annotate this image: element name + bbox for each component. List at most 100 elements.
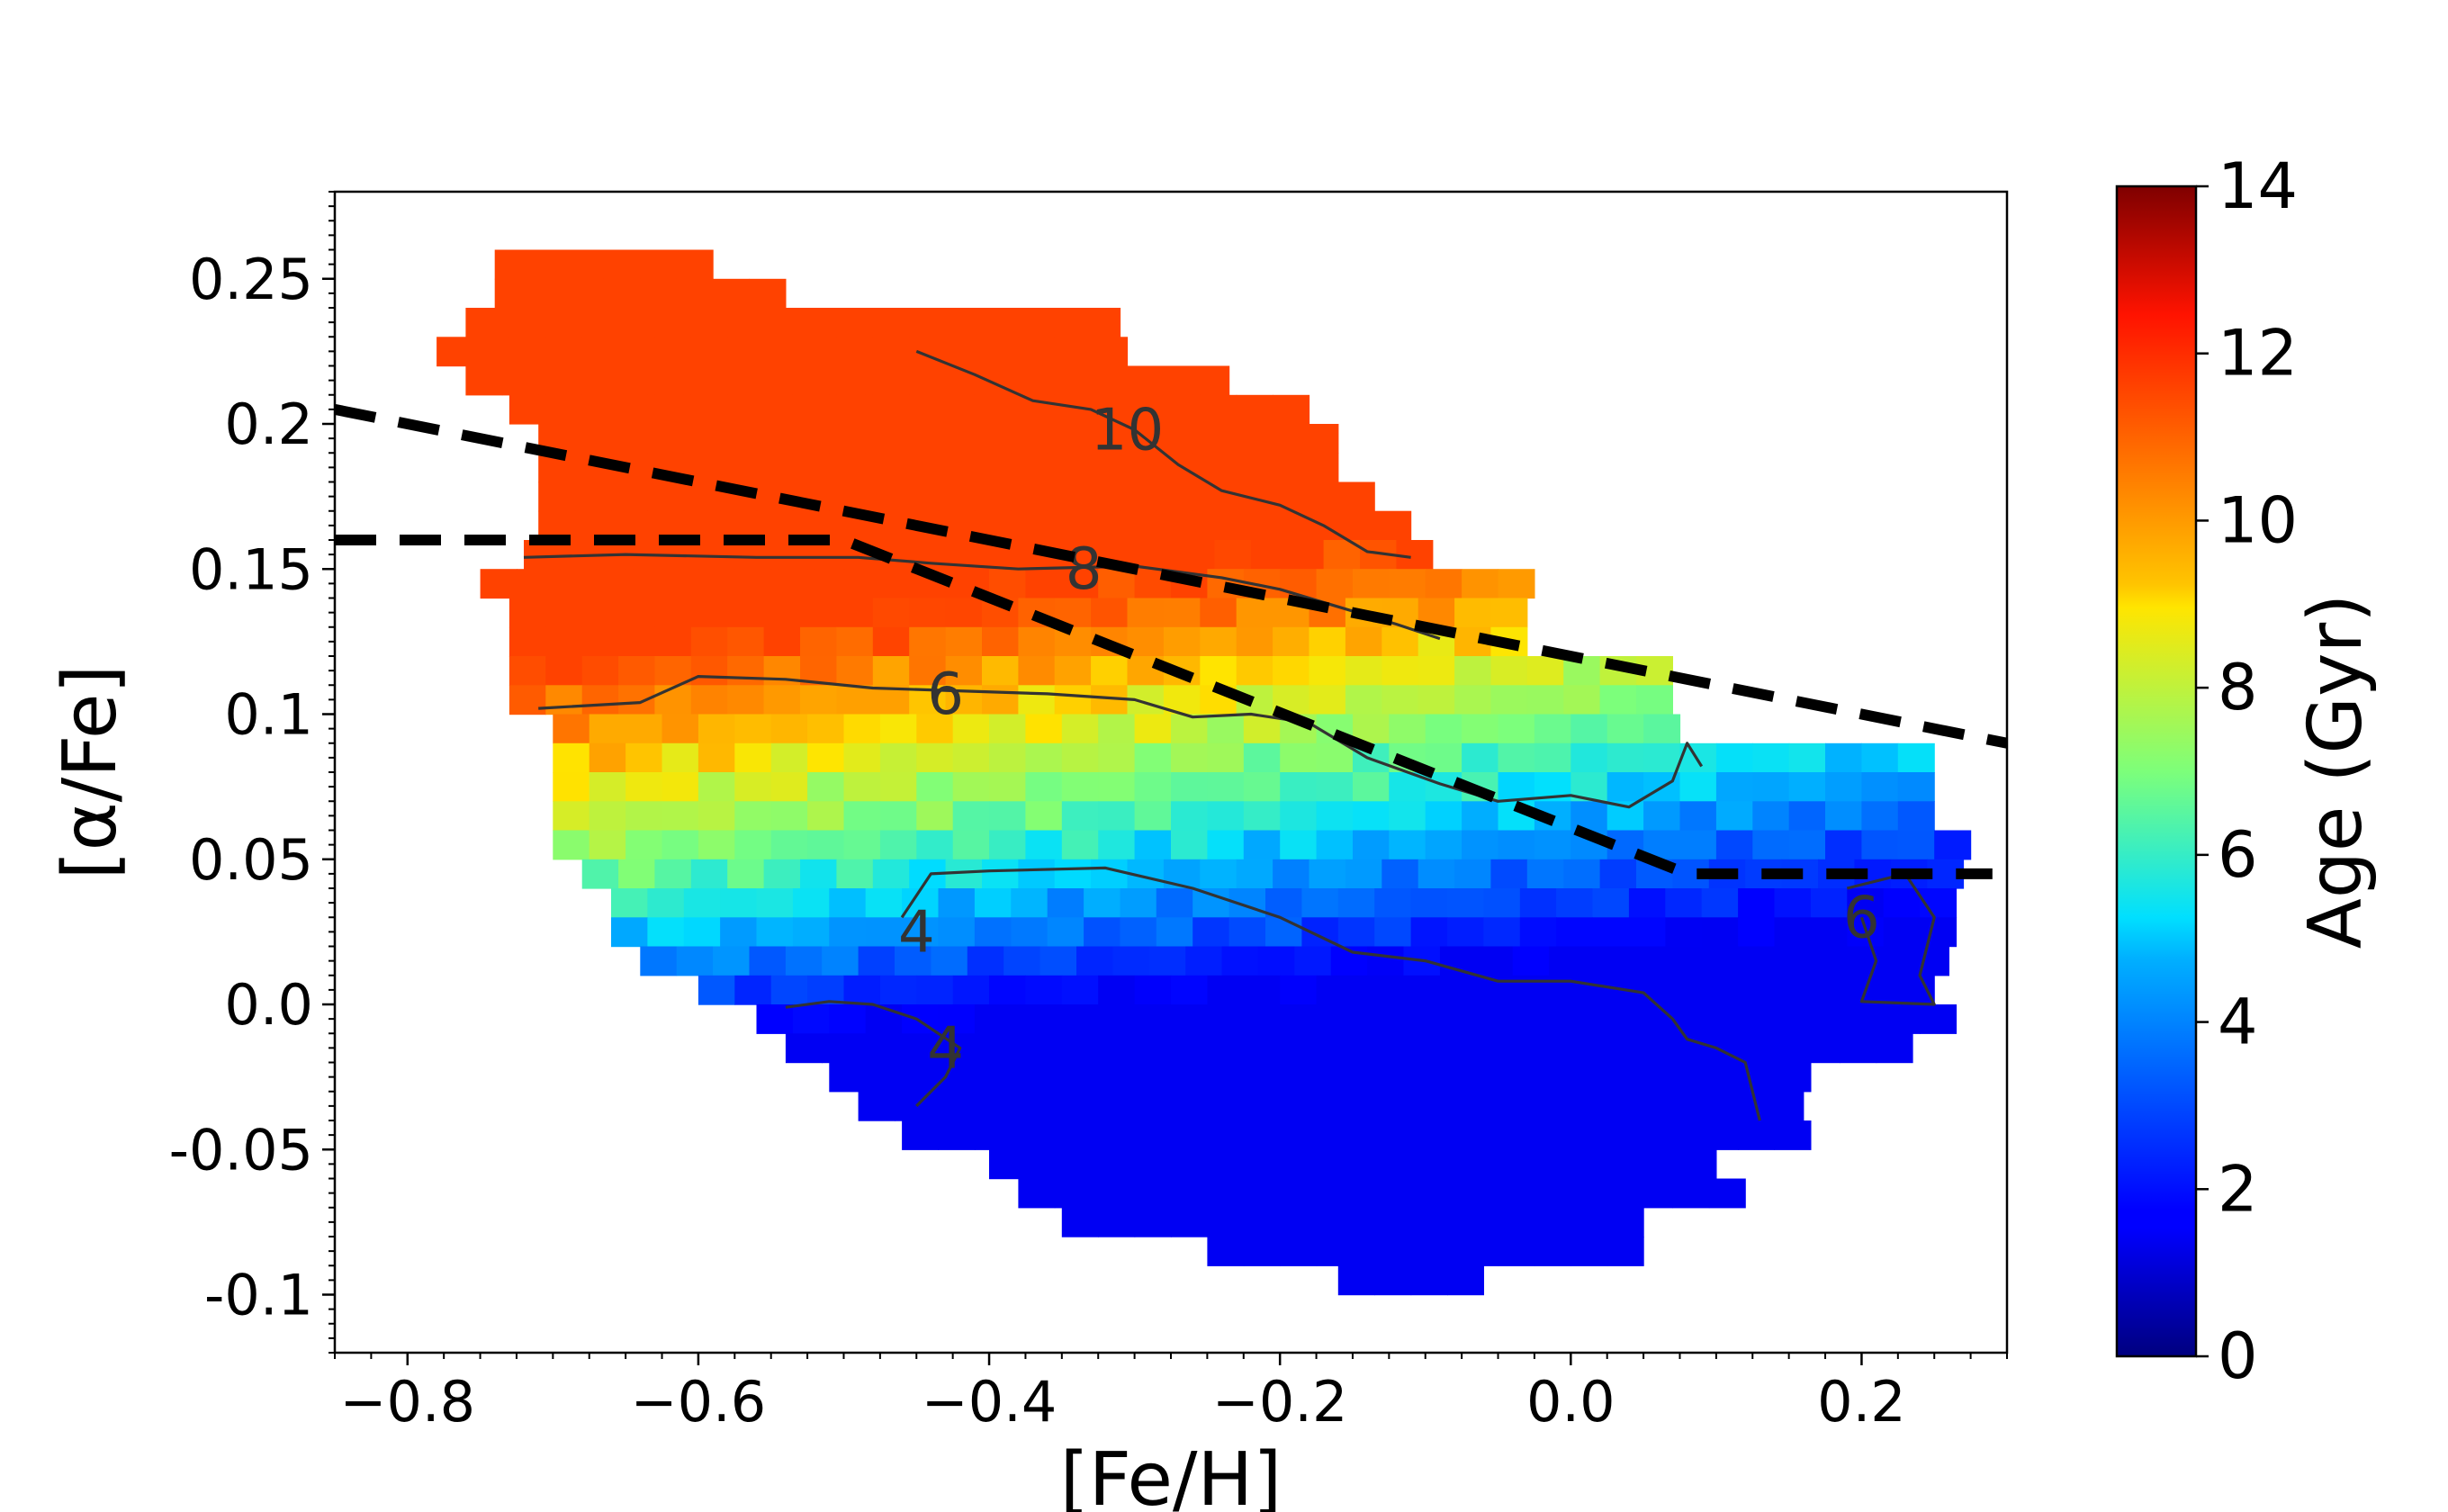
- heatmap-cell: [1410, 888, 1448, 918]
- heatmap-cell: [902, 424, 940, 454]
- heatmap-cell: [676, 278, 714, 309]
- heatmap-cell: [1672, 1178, 1710, 1209]
- heatmap-cell: [1294, 1033, 1332, 1064]
- heatmap-cell: [1192, 365, 1230, 396]
- heatmap-cell: [770, 975, 808, 1005]
- heatmap-cell: [1025, 772, 1063, 802]
- heatmap-cell: [1280, 1207, 1318, 1238]
- heatmap-cell: [1599, 685, 1637, 716]
- heatmap-cell: [1084, 1004, 1121, 1034]
- heatmap-cell: [989, 714, 1026, 744]
- heatmap-cell: [763, 337, 801, 367]
- heatmap-cell: [1061, 772, 1099, 802]
- heatmap-cell: [1606, 772, 1644, 802]
- heatmap-cell: [1025, 801, 1063, 832]
- heatmap-cell: [843, 772, 881, 802]
- heatmap-cell: [1803, 946, 1840, 976]
- heatmap-cell: [1084, 453, 1121, 483]
- heatmap-cell: [1120, 1004, 1157, 1034]
- heatmap-cell: [1243, 830, 1281, 860]
- heatmap-cell: [1148, 1033, 1186, 1064]
- heatmap-cell: [1316, 1237, 1354, 1266]
- heatmap-cell: [662, 830, 699, 860]
- colorbar-tick-label: 2: [2218, 1152, 2258, 1226]
- heatmap-cell: [567, 249, 605, 280]
- heatmap-cell: [1861, 742, 1899, 773]
- heatmap-cell: [1606, 714, 1644, 744]
- heatmap-cell: [1418, 1178, 1455, 1209]
- heatmap-cell: [1273, 656, 1310, 686]
- heatmap-cell: [1316, 830, 1354, 860]
- heatmap-cell: [1788, 801, 1826, 832]
- heatmap-cell: [654, 394, 692, 425]
- heatmap-cell: [1192, 424, 1230, 454]
- heatmap-cell: [1084, 888, 1121, 918]
- heatmap-cell: [1483, 917, 1521, 948]
- heatmap-cell: [1250, 540, 1288, 570]
- heatmap-cell: [1447, 917, 1484, 948]
- heatmap-cell: [974, 917, 1012, 948]
- heatmap-cell: [1316, 1207, 1354, 1238]
- heatmap-cell: [654, 598, 692, 628]
- heatmap-cell: [1091, 859, 1129, 889]
- heatmap-cell: [916, 830, 954, 860]
- heatmap-cell: [1483, 1120, 1521, 1150]
- heatmap-cell: [1120, 510, 1157, 541]
- heatmap-cell: [1148, 1091, 1186, 1121]
- heatmap-cell: [1476, 946, 1514, 976]
- heatmap-cell: [1374, 1004, 1412, 1034]
- heatmap-cell: [545, 685, 583, 716]
- heatmap-cell: [836, 859, 874, 889]
- heatmap-cell: [1185, 946, 1223, 976]
- heatmap-cell: [945, 598, 983, 628]
- heatmap-cell: [807, 975, 845, 1005]
- heatmap-cell: [618, 685, 656, 716]
- heatmap-cell: [1606, 742, 1644, 773]
- heatmap-cell: [770, 772, 808, 802]
- heatmap-cell: [647, 917, 685, 948]
- heatmap-cell: [1861, 772, 1899, 802]
- heatmap-cell: [1171, 975, 1208, 1005]
- heatmap-cell: [1897, 830, 1935, 860]
- heatmap-cell: [792, 453, 830, 483]
- heatmap-cell: [1301, 510, 1339, 541]
- heatmap-cell: [1490, 685, 1528, 716]
- heatmap-cell: [800, 626, 837, 657]
- heatmap-cell: [1498, 569, 1535, 599]
- heatmap-cell: [618, 598, 656, 628]
- heatmap-cell: [1163, 1178, 1201, 1209]
- heatmap-cell: [662, 772, 699, 802]
- y-tick-label: 0.05: [189, 827, 313, 893]
- heatmap-cell: [1134, 772, 1172, 802]
- heatmap-cell: [618, 394, 656, 425]
- heatmap-cell: [1788, 772, 1826, 802]
- heatmap-cell: [1883, 1004, 1921, 1034]
- heatmap-cell: [989, 830, 1026, 860]
- heatmap-cell: [1462, 1237, 1499, 1266]
- heatmap-cell: [1556, 917, 1594, 948]
- heatmap-cell: [1738, 1004, 1776, 1034]
- y-tick-label: 0.25: [189, 247, 313, 312]
- dividing-line-1: [335, 404, 2007, 749]
- heatmap-cell: [698, 975, 735, 1005]
- heatmap-cell: [1585, 1033, 1623, 1064]
- heatmap-cell: [1120, 917, 1157, 948]
- heatmap-cell: [581, 394, 619, 425]
- heatmap-cell: [683, 888, 721, 918]
- heatmap-cell: [858, 1033, 896, 1064]
- heatmap-cell: [553, 801, 590, 832]
- contour-label-8: 8: [1066, 536, 1102, 603]
- heatmap-cell: [952, 772, 990, 802]
- y-tick-label: -0.1: [204, 1263, 313, 1328]
- heatmap-cell: [967, 1091, 1004, 1121]
- heatmap-cell: [1353, 772, 1390, 802]
- heatmap-cell: [734, 975, 772, 1005]
- heatmap-cell: [807, 714, 845, 744]
- x-tick-label: 0.0: [1526, 1369, 1616, 1435]
- heatmap-cell: [1207, 714, 1245, 744]
- heatmap-cell: [1731, 1091, 1768, 1121]
- colorbar-tick-label: 10: [2218, 483, 2298, 557]
- heatmap-cell: [1512, 946, 1550, 976]
- heatmap-cell: [1192, 1120, 1230, 1150]
- heatmap-cell: [756, 917, 794, 948]
